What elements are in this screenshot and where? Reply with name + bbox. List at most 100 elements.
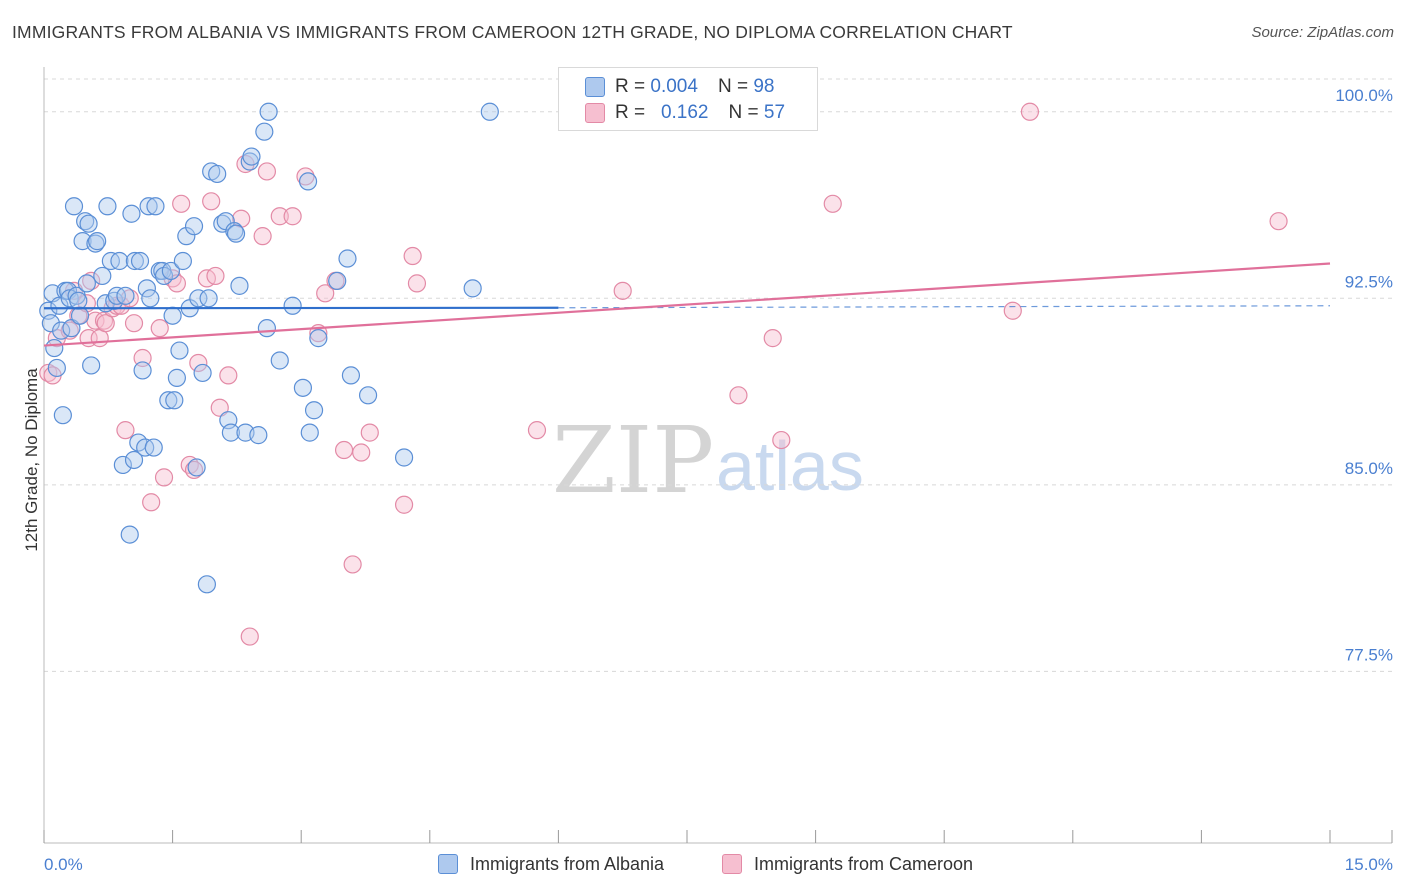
data-point [53,406,72,425]
data-point [159,391,178,410]
data-point [255,122,274,141]
data-point [283,207,302,226]
data-point [210,398,229,417]
data-point [177,227,196,246]
data-point [1269,212,1288,231]
data-point [96,314,115,333]
data-point [300,423,319,442]
data-point [184,460,204,480]
data-point [360,423,379,442]
x-tick-label: 15.0% [1345,855,1393,874]
legend-r-label: R = [615,102,646,123]
data-point [167,368,186,387]
data-point [172,194,191,213]
data-point [139,197,158,216]
data-point [296,167,315,186]
data-point [124,314,144,333]
data-point [125,251,144,271]
data-point [240,627,259,646]
cameroon-legend-swatch [722,854,742,874]
watermark-zip: ZIP [552,407,714,514]
data-point [88,232,107,251]
data-point [249,426,268,445]
data-point [823,194,842,213]
data-point [334,440,354,460]
data-point [113,455,132,475]
data-point [184,217,204,236]
data-point [316,284,335,303]
data-point [763,329,782,348]
data-point [270,207,289,226]
data-point [206,266,225,286]
data-point [47,358,66,378]
data-point [141,289,160,308]
data-point [407,274,427,293]
data-point [1020,102,1040,121]
legend-n-label: N = [717,76,749,97]
data-point [1003,301,1022,320]
y-tick-label: 100.0% [1335,86,1393,105]
cameroon-trend-line [43,262,1331,347]
data-point [253,227,272,246]
chart-title: IMMIGRANTS FROM ALBANIA VS IMMIGRANTS FR… [12,22,1013,42]
data-point [199,289,218,308]
data-point [150,319,169,338]
data-point [403,246,422,266]
data-point [242,147,261,166]
data-point [120,525,139,544]
data-point [208,164,227,184]
data-point [338,249,357,268]
data-point [130,251,150,271]
y-tick-label: 77.5% [1345,645,1393,664]
data-point [729,386,748,405]
data-point [358,386,378,405]
data-point [202,192,221,211]
data-point [230,276,249,295]
data-point [98,197,117,216]
data-point [105,291,124,310]
data-point [309,329,328,348]
data-point [124,450,144,470]
data-point [64,197,84,216]
data-point [69,291,88,310]
data-point [170,341,189,360]
data-point [341,366,361,385]
data-point [62,319,81,338]
data-point [173,251,192,271]
x-tick-label: 0.0% [44,855,83,874]
chart-source: Source: ZipAtlas.com [1251,24,1394,41]
data-point [161,261,180,281]
data-point [257,319,277,338]
data-point [343,555,362,574]
data-point [137,279,156,298]
data-point [76,212,95,231]
data-point [283,296,302,315]
data-point [219,366,238,385]
y-tick-label: 92.5% [1345,272,1393,291]
legend-r-value: 0.162 [660,102,709,123]
series-cameroon-points [39,102,1288,646]
legend-row-albania: R = 0.004 N = 98 [585,75,774,99]
data-point [165,391,184,410]
legend-n-label: N = [728,102,759,123]
data-point [189,353,208,373]
albania-legend-swatch [438,854,458,874]
data-point [221,423,240,442]
data-point [270,351,289,370]
legend-row-cameroon: R = 0.162 N = 57 [585,101,785,125]
series-albania-points [39,102,499,594]
data-point [77,274,96,293]
legend-r-value: 0.004 [650,76,698,97]
data-point [480,102,499,121]
correlation-legend: R = 0.004 N = 98 R = 0.162 N = 57 [558,67,818,131]
data-point [304,401,324,420]
data-point [146,197,165,216]
data-point [154,468,174,487]
bottom-legend-cameroon: Immigrants from Cameroon [722,852,973,876]
data-point [163,306,182,325]
data-point [70,306,90,325]
data-point [144,438,163,457]
data-point [41,314,60,333]
data-point [293,378,313,397]
